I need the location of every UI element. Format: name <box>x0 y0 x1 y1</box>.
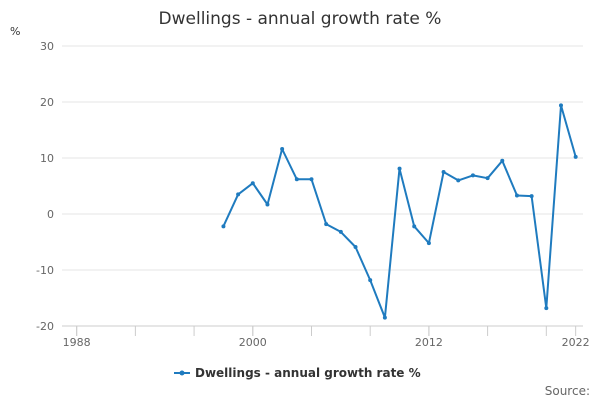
legend[interactable]: Dwellings - annual growth rate % <box>174 366 421 380</box>
data-point[interactable] <box>412 224 417 229</box>
series-dwellings <box>221 103 578 320</box>
y-tick-label: 10 <box>40 152 54 165</box>
x-tick-label: 1988 <box>63 336 91 349</box>
data-point[interactable] <box>573 154 578 159</box>
data-point[interactable] <box>544 306 549 311</box>
data-point[interactable] <box>529 194 534 199</box>
data-point[interactable] <box>280 147 285 152</box>
source-label[interactable]: Source: <box>545 384 590 398</box>
chart-title: Dwellings - annual growth rate % <box>159 9 442 29</box>
legend-point-marker <box>179 370 185 376</box>
data-point[interactable] <box>382 315 387 320</box>
y-tick-label: 30 <box>40 40 54 53</box>
data-point[interactable] <box>397 166 402 171</box>
gridlines: 30 20 10 0 -10 -20 <box>36 40 583 333</box>
y-tick-label: 0 <box>47 208 54 221</box>
data-point[interactable] <box>441 170 446 174</box>
y-tick-label: -10 <box>36 264 54 277</box>
data-point[interactable] <box>500 158 505 163</box>
data-point[interactable] <box>353 245 358 250</box>
data-point[interactable] <box>309 177 314 182</box>
data-point[interactable] <box>250 181 255 186</box>
x-tick-label: 2012 <box>415 336 443 349</box>
data-point[interactable] <box>221 224 226 229</box>
x-axis: 1988 2000 2012 2022 <box>63 326 590 349</box>
data-point[interactable] <box>265 202 270 207</box>
data-point[interactable] <box>514 193 519 198</box>
x-tick-label: 2000 <box>239 336 267 349</box>
y-tick-label: 20 <box>40 96 54 109</box>
y-axis-unit-label: % <box>10 25 20 38</box>
data-point[interactable] <box>558 103 563 108</box>
y-tick-label: -20 <box>36 320 54 333</box>
data-point[interactable] <box>426 241 431 246</box>
data-point[interactable] <box>236 192 241 197</box>
data-point[interactable] <box>294 177 299 182</box>
data-point[interactable] <box>324 222 329 227</box>
legend-label: Dwellings - annual growth rate % <box>195 366 421 380</box>
x-tick-label: 2022 <box>562 336 590 349</box>
data-point[interactable] <box>368 278 373 283</box>
data-point[interactable] <box>485 176 490 181</box>
data-point[interactable] <box>338 229 343 234</box>
data-point[interactable] <box>470 173 475 178</box>
data-point[interactable] <box>456 178 461 183</box>
series-line <box>222 104 577 319</box>
